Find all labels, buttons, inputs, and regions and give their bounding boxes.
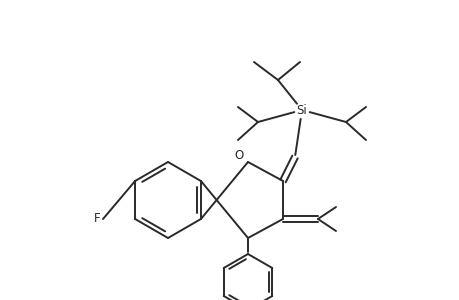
Text: Si: Si — [296, 103, 307, 116]
Text: F: F — [94, 212, 100, 226]
Text: O: O — [234, 148, 243, 161]
